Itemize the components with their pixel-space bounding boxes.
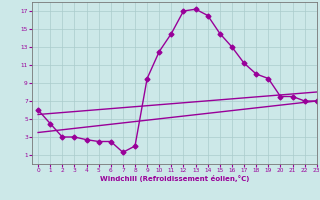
X-axis label: Windchill (Refroidissement éolien,°C): Windchill (Refroidissement éolien,°C) [100,175,249,182]
